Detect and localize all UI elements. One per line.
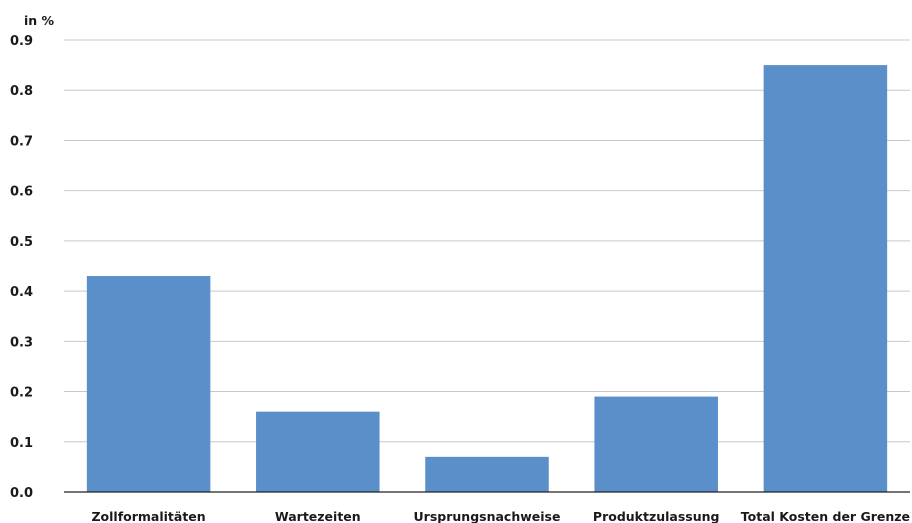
x-category-label: Zollformalitäten [91,509,205,523]
bars [86,65,888,492]
bar [594,396,718,492]
bar [425,456,549,492]
bar [256,411,380,492]
x-category-label: Wartezeiten [275,509,361,523]
y-tick-label: 0.1 [10,436,33,451]
y-tick-label: 0.4 [10,285,33,300]
y-tick-label: 0.8 [10,84,33,99]
y-tick-label: 0.0 [10,486,33,501]
x-category-label: Ursprungsnachweise [414,509,561,523]
x-axis-labels: Zollformalitäten Wartezeiten Ursprungsnach… [91,509,910,523]
y-axis-ticks: 0.0 0.1 0.2 0.3 0.4 0.5 0.6 0.7 0.8 0.9 [10,34,33,501]
y-tick-label: 0.3 [10,335,33,350]
bar [86,276,211,492]
y-axis-unit-label: in % [24,13,55,28]
x-category-label: Total Kosten der Grenze [741,509,910,523]
y-tick-label: 0.6 [10,185,33,200]
y-tick-label: 0.7 [10,134,33,149]
y-tick-label: 0.5 [10,235,33,250]
x-category-label: Produktzulassung [593,509,720,523]
y-tick-label: 0.2 [10,386,33,401]
y-tick-label: 0.9 [10,34,33,49]
bar [763,65,888,492]
